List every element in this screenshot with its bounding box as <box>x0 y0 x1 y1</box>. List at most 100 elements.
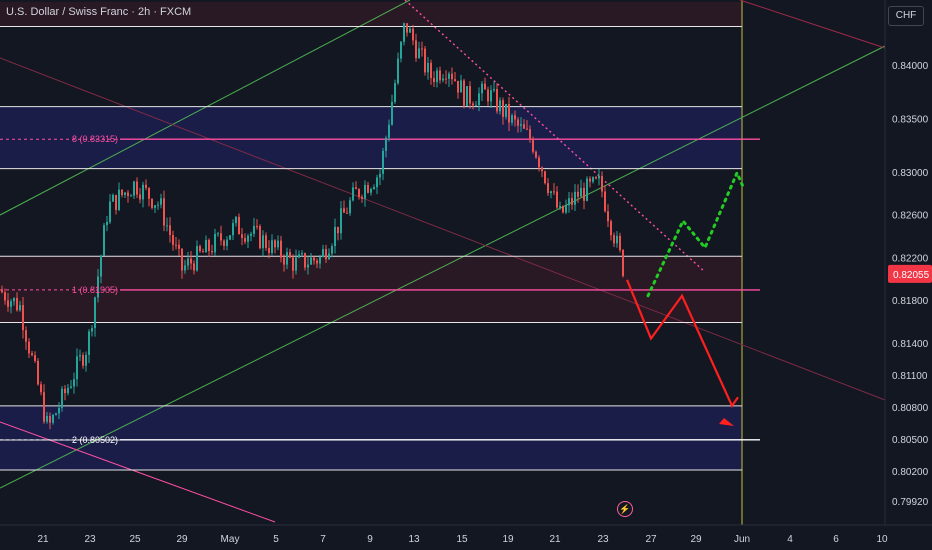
time-tick-0: 21 <box>37 534 49 545</box>
candle-body <box>415 40 417 59</box>
candle-body <box>85 354 87 366</box>
candle-body <box>466 86 468 106</box>
candle-body <box>511 115 513 123</box>
candle-body <box>463 80 465 106</box>
candle-body <box>355 187 357 190</box>
candle-body <box>91 328 93 332</box>
candle-body <box>244 237 246 242</box>
candle-body <box>451 73 453 80</box>
trendline-3 <box>0 57 886 401</box>
candle-body <box>265 235 267 249</box>
price-tick-0: 0.84000 <box>892 61 929 72</box>
candle-body <box>148 187 150 199</box>
candle-body <box>526 128 528 130</box>
zone-band-3 <box>0 405 742 470</box>
candle-body <box>436 70 438 83</box>
candle-body <box>475 105 477 107</box>
candle-body <box>556 191 558 208</box>
candle-body <box>88 331 90 355</box>
candle-body <box>226 239 228 246</box>
candle-body <box>70 386 72 388</box>
time-tick-12: 23 <box>597 534 609 545</box>
candle-body <box>370 188 372 193</box>
candle-body <box>25 330 27 342</box>
candle-body <box>559 205 561 208</box>
fib-label-layer: 8 (0.83315) 1 (0.81905) 2 (0.80502) <box>72 134 118 445</box>
candle-body <box>601 175 603 192</box>
candle-body <box>595 177 597 179</box>
fib-label-1: 1 (0.81905) <box>72 285 118 295</box>
candle-body <box>472 103 474 106</box>
candle-body <box>460 80 462 93</box>
projection-layer <box>625 169 746 426</box>
trendline-2 <box>0 421 276 523</box>
time-tick-18: 10 <box>876 534 888 545</box>
candle-body <box>433 78 435 83</box>
bearish-arrowhead <box>719 418 734 426</box>
candle-body <box>208 239 210 252</box>
candle-body <box>430 62 432 79</box>
price-tick-1: 0.83500 <box>892 114 929 125</box>
candle-body <box>157 204 159 206</box>
symbol-title: U.S. Dollar / Swiss Franc · 2h · FXCM <box>6 6 192 18</box>
candle-body <box>406 23 408 33</box>
candle-body <box>145 184 147 188</box>
candle-body <box>481 83 483 94</box>
candle-body <box>349 200 351 214</box>
candle-body <box>418 48 420 59</box>
candle-body <box>397 58 399 84</box>
candle-body <box>565 205 567 213</box>
candle-body <box>373 187 375 189</box>
candle-body <box>256 225 258 227</box>
candle-body <box>328 253 330 260</box>
time-axis[interactable]: 21 23 25 29 May 5 7 9 13 15 19 21 23 27 29 Jun 4 6 10 <box>0 524 932 550</box>
candle-body <box>343 208 345 213</box>
flash-icon[interactable]: ⚡ <box>617 501 633 517</box>
trendline-4 <box>739 0 886 49</box>
candle-body <box>232 223 234 236</box>
candle-body <box>544 171 546 184</box>
candle-body <box>223 240 225 246</box>
trendline-0 <box>0 0 411 216</box>
candle-body <box>508 103 510 123</box>
candle-body <box>367 184 369 193</box>
candle-body <box>247 235 249 242</box>
price-tick-8: 0.80800 <box>892 403 929 414</box>
candle-body <box>409 28 411 33</box>
price-axis[interactable]: 0.84000 0.83500 0.83000 0.82600 0.82200 0.818… <box>884 0 932 550</box>
last-price-tag <box>888 264 932 283</box>
candle-body <box>598 175 600 179</box>
price-tick-2: 0.83000 <box>892 168 929 179</box>
candle-body <box>541 167 543 172</box>
candle-body <box>37 360 39 385</box>
candle-body <box>79 355 81 357</box>
candle-body <box>385 137 387 151</box>
candle-body <box>424 48 426 73</box>
candle-body <box>313 257 315 261</box>
candle-body <box>160 198 162 205</box>
candle-body <box>235 216 237 224</box>
time-tick-1: 23 <box>84 534 96 545</box>
candle-body <box>427 62 429 73</box>
candle-body <box>568 198 570 206</box>
candle-body <box>391 101 393 125</box>
candle-body <box>586 178 588 201</box>
candle-body <box>376 177 378 188</box>
candle-body <box>31 353 33 356</box>
currency-button[interactable]: CHF <box>888 6 924 26</box>
candle-body <box>58 407 60 414</box>
candle-body <box>166 225 168 227</box>
candle-body <box>352 187 354 201</box>
candle-body <box>61 388 63 408</box>
candle-body <box>118 189 120 210</box>
candle-body <box>325 249 327 260</box>
candle-body <box>319 256 321 264</box>
candle-body <box>493 88 495 91</box>
candle-body <box>202 251 204 253</box>
candle-body <box>421 48 423 50</box>
candle-body <box>295 257 297 271</box>
price-tick-3: 0.82600 <box>892 211 929 222</box>
candle-body <box>298 254 300 258</box>
candle-body <box>499 100 501 112</box>
